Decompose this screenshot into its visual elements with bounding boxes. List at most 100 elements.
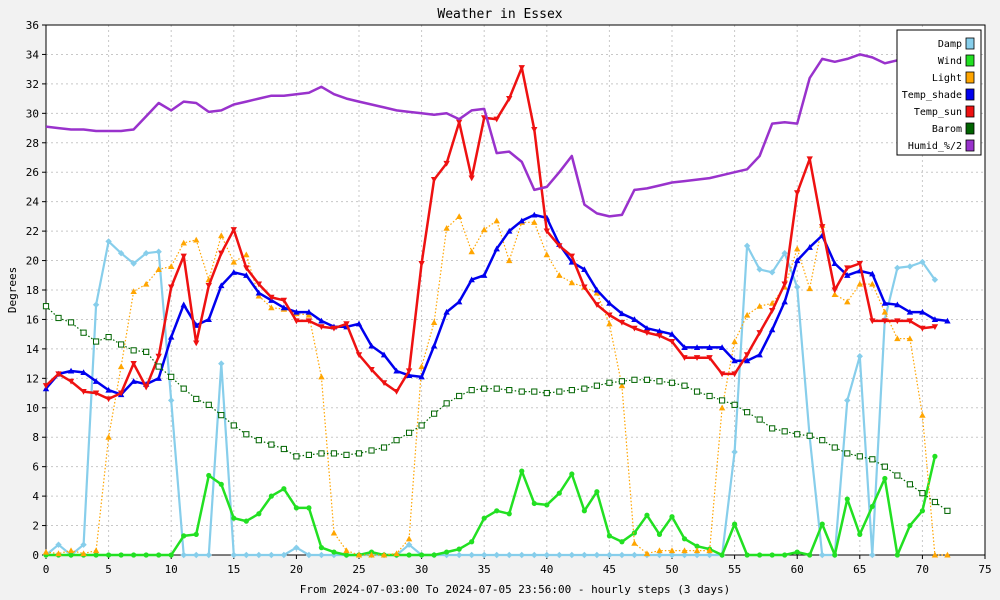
temp-shade-point [380,351,388,358]
light-point [80,550,87,557]
wind-point [419,552,425,558]
temp-sun-point [117,390,125,397]
y-tick-label: 24 [26,196,40,209]
barom-point [418,422,425,429]
temp-sun-point [518,65,525,71]
wind-point [869,503,875,510]
legend-swatch-wind [965,54,975,67]
light-point [368,551,375,558]
y-tick-label: 26 [26,166,39,179]
barom-point [118,341,125,348]
barom-point [443,400,450,407]
barom-point [731,401,738,408]
temp-shade-point [831,260,838,267]
damp-point [518,551,525,559]
temp-shade-point [781,298,788,305]
damp-point [405,541,413,548]
temp-shade-point [355,320,363,327]
legend-label-temp-sun: Temp_sun [914,107,962,118]
wind-point [131,552,137,558]
wind-point [406,552,412,558]
damp-point [280,551,288,559]
wind-point [907,522,913,529]
temp-sun-point [593,302,601,308]
light-point [42,548,50,555]
wind-point [156,552,162,558]
temp-shade-point [756,351,763,358]
x-tick-label: 35 [478,563,491,576]
damp-point [455,551,463,559]
wind-point [606,533,613,539]
wind-point [807,552,813,558]
wind-point [681,536,688,542]
temp-sun-point [430,177,438,183]
temp-shade-point [581,266,588,272]
legend-label-barom: Barom [932,124,962,135]
damp-point [593,551,601,559]
barom-point [280,445,287,453]
temp-sun-point [856,260,863,267]
temp-shade-point [618,310,626,317]
temp-shade-point [155,375,162,381]
temp-sun-point [781,281,788,288]
wind-point [519,468,525,474]
barom-point [794,431,801,438]
barom-point [205,401,212,408]
light-point [180,239,187,246]
light-point [931,551,939,558]
wind-point [281,486,287,492]
wind-point [694,543,700,549]
legend-swatch-humid-2 [965,139,975,152]
y-tick-label: 6 [32,461,39,474]
chart-title: Weather in Essex [437,7,562,22]
barom-point [531,388,538,395]
wind-point [431,552,437,558]
temp-shade-point [743,357,751,364]
temp-shade-point [443,308,450,315]
legend-swatch-temp-sun [965,105,975,118]
light-point [67,547,75,554]
y-tick-label: 0 [32,549,39,562]
barom-point [456,392,463,400]
x-tick-label: 5 [105,563,112,576]
temp-sun-point [230,227,237,233]
temp-shade-point [606,300,613,306]
temp-sun-point [881,318,889,325]
wind-point [882,475,888,482]
temp-shade-point [806,244,813,250]
temp-shade-point [643,325,651,331]
damp-point [105,238,112,245]
temp-sun-point [631,325,638,332]
light-point [568,279,576,286]
temp-shade-point [493,245,500,252]
temp-sun-point [556,243,563,250]
temp-shade-point [656,328,663,334]
damp-point [130,260,137,267]
temp-sun-point [293,318,300,325]
wind-point [456,546,462,552]
light-point [731,338,738,345]
light-point [268,304,275,311]
wind-point [832,552,838,558]
damp-point [756,266,763,273]
light-point [380,551,388,558]
temp-sun-point [92,390,100,397]
wind-point [844,496,850,502]
temp-sun-point [706,355,713,361]
temp-sun-point [205,283,212,289]
axes: 0 5 10 15 20 25 30 35 40 45 50 55 60 65 70 750246810121… [26,19,992,576]
barom-point [931,498,939,506]
temp-sun-point [531,126,538,133]
light-point [142,280,150,287]
wind-point [544,502,550,508]
barom-point [881,463,888,470]
temp-sun-point [330,325,338,332]
barom-point [656,378,663,385]
temp-shade-point [305,308,313,315]
barom-point [230,422,237,429]
temp-sun-point [105,396,112,403]
light-point [130,288,137,295]
temp-shade-point [531,211,538,218]
barom-point [168,373,175,380]
wind-point [619,539,625,545]
